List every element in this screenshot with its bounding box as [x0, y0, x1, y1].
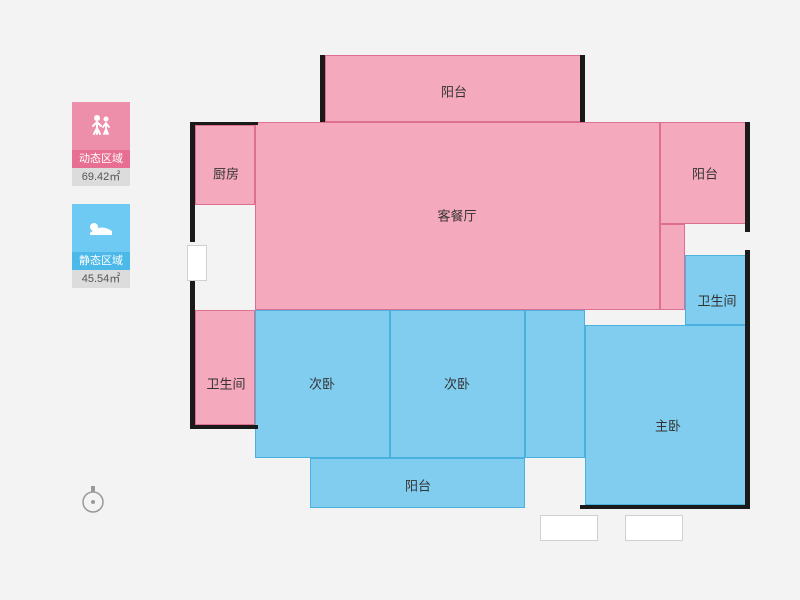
cutout-0 — [187, 245, 207, 281]
legend-dynamic: 动态区域 69.42㎡ — [72, 102, 130, 186]
wall-1 — [190, 280, 195, 428]
wall-3 — [190, 122, 258, 125]
wall-5 — [580, 55, 585, 122]
room-hall-below — [525, 310, 585, 458]
room-label-master: 主卧 — [655, 416, 681, 435]
legend-static-value: 45.54㎡ — [72, 270, 130, 288]
room-label-balcony-bottom: 阳台 — [405, 476, 431, 495]
people-icon — [72, 102, 130, 150]
legend-panel: 动态区域 69.42㎡ 静态区域 45.54㎡ — [72, 102, 130, 306]
sleep-icon — [72, 204, 130, 252]
cutout-1 — [540, 515, 598, 541]
compass-icon — [76, 482, 110, 521]
room-label-bed2-left: 次卧 — [309, 374, 335, 393]
room-label-kitchen: 厨房 — [213, 164, 239, 183]
room-label-balcony-right: 阳台 — [692, 164, 718, 183]
floor-plan: 阳台客餐厅厨房阳台卫生间卫生间次卧次卧主卧阳台 — [190, 55, 750, 565]
room-bath-left — [195, 310, 255, 425]
wall-8 — [580, 505, 750, 509]
cutout-2 — [625, 515, 683, 541]
room-label-bath-right: 卫生间 — [697, 291, 736, 310]
legend-dynamic-title: 动态区域 — [72, 150, 130, 168]
room-label-bed2-right: 次卧 — [444, 374, 470, 393]
room-passage-right — [660, 224, 685, 310]
room-label-balcony-top: 阳台 — [441, 82, 467, 101]
wall-6 — [745, 122, 750, 232]
legend-dynamic-value: 69.42㎡ — [72, 168, 130, 186]
legend-static-title: 静态区域 — [72, 252, 130, 270]
wall-7 — [745, 250, 750, 508]
legend-static: 静态区域 45.54㎡ — [72, 204, 130, 288]
wall-4 — [320, 55, 325, 122]
wall-0 — [190, 122, 195, 242]
room-label-bath-left: 卫生间 — [206, 374, 245, 393]
room-label-living: 客餐厅 — [437, 206, 476, 225]
wall-2 — [190, 425, 258, 429]
